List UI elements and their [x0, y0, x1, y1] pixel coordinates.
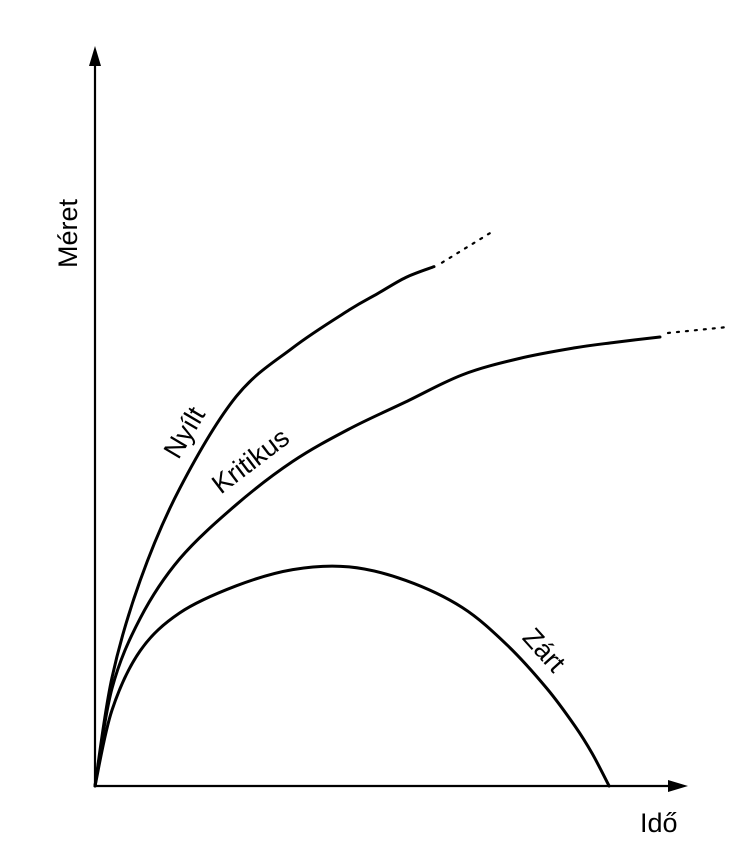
series-label-kritikus: Kritikus [206, 422, 295, 499]
series-label-nyilt: Nyílt [158, 401, 212, 463]
series-line-zart [93, 564, 611, 788]
x-axis-arrow [668, 780, 688, 792]
series-continuation-nyilt [440, 229, 496, 264]
series-line-kritikus [93, 335, 662, 788]
series-line-nyilt [93, 265, 436, 788]
y-axis-label: Méret [53, 198, 83, 268]
x-axis-label: Idő [640, 808, 678, 838]
series-label-zart: Zárt [517, 622, 572, 678]
y-axis-arrow [89, 46, 101, 66]
series-continuation-kritikus [666, 325, 730, 335]
axes: Méret Idő [53, 46, 688, 838]
